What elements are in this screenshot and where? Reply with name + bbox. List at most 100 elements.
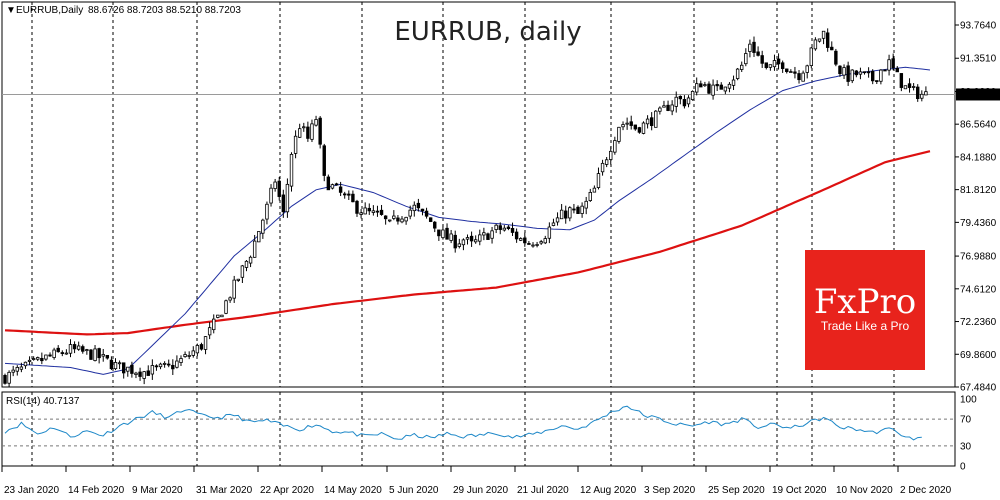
candle <box>838 65 842 77</box>
candle <box>371 205 376 216</box>
candle <box>351 190 355 203</box>
candle <box>359 209 363 219</box>
candle <box>519 237 523 242</box>
candle <box>711 79 715 100</box>
candle <box>887 54 891 76</box>
candle <box>203 336 208 355</box>
candle <box>48 352 52 357</box>
candle <box>870 69 875 85</box>
candle <box>85 348 89 355</box>
candle <box>347 190 351 200</box>
candle <box>502 225 507 232</box>
time-tick-label: 3 Sep 2020 <box>644 485 696 496</box>
candle <box>220 314 224 318</box>
candle <box>862 71 867 75</box>
candle <box>64 349 69 355</box>
candle <box>68 339 73 358</box>
candle <box>879 69 883 85</box>
candle <box>162 361 167 368</box>
candle <box>11 365 15 377</box>
candle <box>498 222 502 235</box>
candle <box>212 314 216 334</box>
price-tick-label: 93.7640 <box>960 21 997 32</box>
candle <box>744 48 748 67</box>
candle <box>93 345 97 362</box>
logo-brand: FxPro <box>814 282 916 322</box>
candle <box>543 235 547 245</box>
candle <box>674 91 678 113</box>
candle <box>572 203 576 214</box>
candle <box>216 314 220 319</box>
candle <box>670 100 674 116</box>
candle <box>383 215 388 225</box>
current-price-badge <box>956 88 1000 101</box>
candle <box>273 178 277 192</box>
candle <box>821 30 826 45</box>
collapse-arrow-icon[interactable]: ▼ <box>6 5 16 16</box>
candle <box>322 143 326 182</box>
time-axis: 23 Jan 2020 14 Feb 2020 9 Mar 2020 31 Mar 2… <box>1 466 952 496</box>
candle <box>89 349 93 360</box>
candle <box>649 112 654 131</box>
candle <box>731 75 736 91</box>
candle <box>695 77 699 96</box>
rsi-tick-label: 0 <box>960 462 966 473</box>
candle <box>146 365 150 376</box>
candle <box>535 241 539 248</box>
candle <box>842 64 846 79</box>
candle <box>392 210 396 221</box>
candle <box>228 296 232 303</box>
candle <box>420 208 425 216</box>
candle <box>752 36 756 57</box>
candle <box>506 225 511 231</box>
candle <box>523 232 527 247</box>
candle <box>27 356 32 366</box>
candles <box>3 28 928 387</box>
candle <box>686 95 691 108</box>
candle <box>343 191 347 199</box>
candle <box>428 217 433 223</box>
time-tick-label: 12 Aug 2020 <box>580 485 637 496</box>
candle <box>277 177 281 201</box>
candle <box>801 70 805 82</box>
candle <box>121 362 126 379</box>
candle <box>19 362 24 373</box>
candle <box>285 178 290 218</box>
price-panel[interactable] <box>1 1 956 388</box>
candle <box>682 95 687 109</box>
time-tick-label: 21 Jul 2020 <box>517 485 569 496</box>
candle <box>690 90 695 101</box>
candle <box>433 220 437 233</box>
candle <box>236 278 240 282</box>
candle <box>44 354 48 361</box>
candle <box>314 115 318 127</box>
candle <box>854 70 859 78</box>
candle <box>772 54 777 71</box>
time-tick-label: 23 Jan 2020 <box>4 485 59 496</box>
rsi-panel[interactable] <box>1 391 956 467</box>
candle <box>269 184 273 207</box>
rsi-line <box>4 405 922 441</box>
candle <box>183 351 187 358</box>
candle <box>658 106 662 115</box>
price-tick-label: 81.8120 <box>960 185 997 196</box>
candle <box>150 359 155 380</box>
price-tick-label: 76.9880 <box>960 252 997 263</box>
price-tick-label: 72.2360 <box>960 317 997 328</box>
candle <box>302 122 306 132</box>
candle <box>375 205 380 217</box>
candle <box>592 185 597 193</box>
fxpro-logo: FxPro Trade Like a Pro <box>805 250 925 370</box>
time-tick-label: 9 Mar 2020 <box>132 485 183 496</box>
candle <box>911 83 916 91</box>
candle <box>756 46 760 57</box>
candle <box>441 225 445 240</box>
candle <box>899 73 904 92</box>
candle <box>117 360 122 370</box>
candle <box>449 229 453 244</box>
candle <box>805 64 809 79</box>
candle <box>72 341 77 354</box>
candle <box>465 234 470 245</box>
candle <box>23 361 28 369</box>
